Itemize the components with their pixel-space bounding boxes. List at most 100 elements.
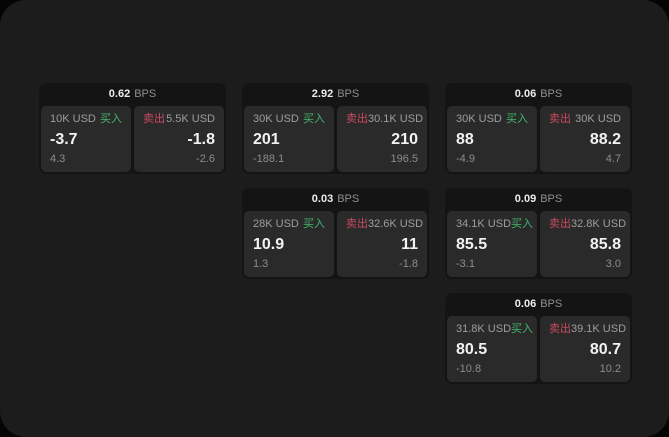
sell-side-label: 卖出: [549, 218, 571, 230]
quote-card-body: 28K USD 买入 10.9 1.3 卖出 32.6K USD 11 -1.8: [242, 211, 429, 279]
sell-panel-header: 卖出 30K USD: [549, 114, 621, 125]
sell-price: 85.8: [589, 235, 621, 253]
sell-amount: 30.1K USD: [368, 113, 424, 125]
sell-price: 210: [391, 130, 418, 148]
buy-delta: 1.3: [253, 258, 269, 270]
buy-price: 88: [456, 130, 474, 148]
sell-delta: 10.2: [599, 363, 621, 375]
quote-cards-grid: 0.62 BPS 10K USD 买入 -3.7 4.3 卖出 5.5K USD: [39, 83, 632, 384]
sell-panel[interactable]: 卖出 30K USD 88.2 4.7: [540, 106, 630, 172]
buy-amount: 28K USD: [253, 218, 299, 230]
bps-header: 0.09 BPS: [445, 188, 632, 211]
sell-amount: 32.8K USD: [571, 218, 627, 230]
buy-panel[interactable]: 10K USD 买入 -3.7 4.3: [41, 106, 131, 172]
buy-delta: -4.9: [456, 153, 475, 165]
quote-card: 0.62 BPS 10K USD 买入 -3.7 4.3 卖出 5.5K USD: [39, 83, 226, 174]
buy-amount: 30K USD: [456, 113, 502, 125]
sell-amount: 5.5K USD: [166, 113, 215, 125]
bps-value: 0.62: [108, 88, 131, 100]
sell-price: 80.7: [589, 340, 621, 358]
sell-side-label: 卖出: [549, 323, 571, 335]
buy-panel[interactable]: 34.1K USD 买入 85.5 -3.1: [447, 211, 537, 277]
buy-panel-header: 30K USD 买入: [456, 114, 528, 125]
buy-delta: -3.1: [456, 258, 475, 270]
buy-panel[interactable]: 31.8K USD 买入 80.5 -10.8: [447, 316, 537, 382]
sell-amount: 39.1K USD: [571, 323, 627, 335]
bps-header: 0.03 BPS: [242, 188, 429, 211]
sell-delta: 196.5: [390, 153, 418, 165]
buy-side-label: 买入: [303, 218, 325, 230]
bps-unit-label: BPS: [337, 88, 360, 100]
bps-value: 2.92: [311, 88, 334, 100]
sell-side-label: 卖出: [549, 113, 571, 125]
sell-delta: -1.8: [399, 258, 418, 270]
sell-panel[interactable]: 卖出 32.8K USD 85.8 3.0: [540, 211, 630, 277]
buy-panel[interactable]: 30K USD 买入 201 -188.1: [244, 106, 334, 172]
sell-panel[interactable]: 卖出 32.6K USD 11 -1.8: [337, 211, 427, 277]
buy-panel[interactable]: 30K USD 买入 88 -4.9: [447, 106, 537, 172]
quote-card: 0.06 BPS 30K USD 买入 88 -4.9 卖出 30K USD: [445, 83, 632, 174]
buy-price: 80.5: [456, 340, 488, 358]
buy-price: -3.7: [50, 130, 78, 148]
sell-delta: 4.7: [605, 153, 621, 165]
quote-card: 0.09 BPS 34.1K USD 买入 85.5 -3.1 卖出 32.8K…: [445, 188, 632, 279]
quote-card: 0.03 BPS 28K USD 买入 10.9 1.3 卖出 32.6K US…: [242, 188, 429, 279]
buy-side-label: 买入: [506, 113, 528, 125]
sell-panel-header: 卖出 39.1K USD: [549, 323, 626, 335]
bps-header: 0.06 BPS: [445, 83, 632, 106]
buy-delta: -188.1: [253, 153, 285, 165]
sell-panel-header: 卖出 30.1K USD: [346, 113, 423, 125]
buy-panel-header: 34.1K USD 买入: [456, 218, 533, 230]
sell-panel[interactable]: 卖出 30.1K USD 210 196.5: [337, 106, 427, 172]
sell-price: -1.8: [187, 130, 215, 148]
buy-delta: 4.3: [50, 153, 66, 165]
sell-panel[interactable]: 卖出 5.5K USD -1.8 -2.6: [134, 106, 224, 172]
bps-value: 0.06: [514, 88, 537, 100]
buy-amount: 10K USD: [50, 113, 96, 125]
sell-side-label: 卖出: [346, 113, 368, 125]
sell-amount: 32.6K USD: [368, 218, 424, 230]
sell-panel-header: 卖出 32.8K USD: [549, 218, 626, 230]
buy-price: 10.9: [253, 235, 285, 253]
bps-value: 0.03: [311, 193, 334, 205]
bps-unit-label: BPS: [540, 193, 563, 205]
quote-card-body: 30K USD 买入 201 -188.1 卖出 30.1K USD 210 1…: [242, 106, 429, 174]
buy-panel-header: 28K USD 买入: [253, 219, 325, 230]
bps-unit-label: BPS: [540, 298, 563, 310]
buy-amount: 34.1K USD: [456, 218, 512, 230]
sell-amount: 30K USD: [575, 113, 621, 125]
buy-side-label: 买入: [511, 323, 534, 335]
quote-card-body: 31.8K USD 买入 80.5 -10.8 卖出 39.1K USD 80.…: [445, 316, 632, 384]
bps-unit-label: BPS: [134, 88, 157, 100]
bps-header: 0.62 BPS: [39, 83, 226, 106]
bps-value: 0.06: [514, 298, 537, 310]
buy-price: 85.5: [456, 235, 488, 253]
bps-unit-label: BPS: [337, 193, 360, 205]
buy-panel-header: 31.8K USD 买入: [456, 323, 533, 335]
buy-price: 201: [253, 130, 280, 148]
sell-price: 11: [401, 235, 418, 253]
quote-card-body: 34.1K USD 买入 85.5 -3.1 卖出 32.8K USD 85.8…: [445, 211, 632, 279]
quote-card: 0.06 BPS 31.8K USD 买入 80.5 -10.8 卖出 39.1…: [445, 293, 632, 384]
quote-card-body: 30K USD 买入 88 -4.9 卖出 30K USD 88.2 4.7: [445, 106, 632, 174]
buy-side-label: 买入: [303, 113, 325, 125]
sell-panel-header: 卖出 32.6K USD: [346, 219, 423, 230]
sell-delta: 3.0: [605, 258, 621, 270]
bps-header: 0.06 BPS: [445, 293, 632, 316]
quote-card: 2.92 BPS 30K USD 买入 201 -188.1 卖出 30.1K …: [242, 83, 429, 174]
sell-price: 88.2: [589, 130, 621, 148]
buy-side-label: 买入: [511, 218, 534, 230]
sell-panel-header: 卖出 5.5K USD: [143, 114, 215, 125]
buy-side-label: 买入: [100, 113, 122, 125]
sell-side-label: 卖出: [143, 113, 165, 125]
bps-header: 2.92 BPS: [242, 83, 429, 106]
sell-panel[interactable]: 卖出 39.1K USD 80.7 10.2: [540, 316, 630, 382]
buy-panel-header: 10K USD 买入: [50, 114, 122, 125]
quote-card-body: 10K USD 买入 -3.7 4.3 卖出 5.5K USD -1.8 -2.…: [39, 106, 226, 174]
buy-amount: 30K USD: [253, 113, 299, 125]
sell-delta: -2.6: [196, 153, 215, 165]
buy-panel-header: 30K USD 买入: [253, 114, 325, 125]
buy-panel[interactable]: 28K USD 买入 10.9 1.3: [244, 211, 334, 277]
buy-amount: 31.8K USD: [456, 323, 512, 335]
